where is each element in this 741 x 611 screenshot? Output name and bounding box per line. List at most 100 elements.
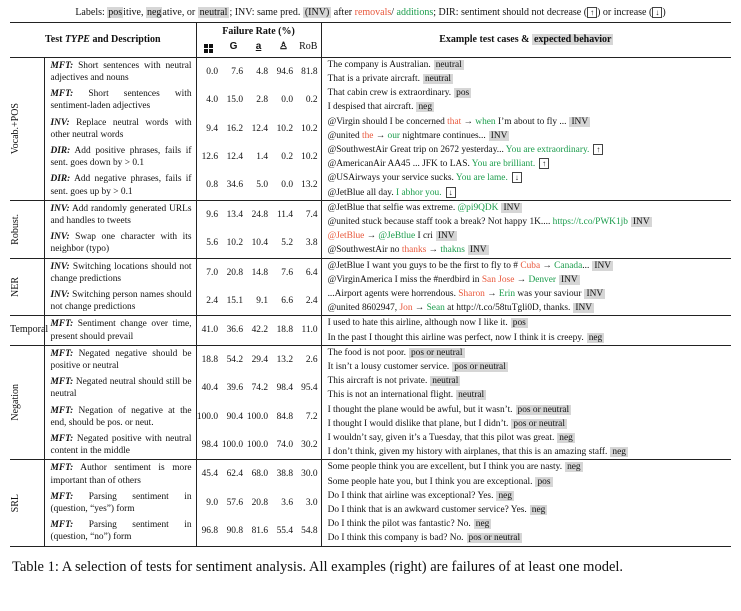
example-cell: ...Airport agents were horrendous. Sharo… xyxy=(320,286,732,316)
results-table: Test TYPE and Description Failure Rate (… xyxy=(10,22,732,547)
section-name: Temporal xyxy=(10,324,49,336)
example-cell: The company is Australian. neutral That is… xyxy=(320,56,732,87)
example-text: I don’t think, given my history with air… xyxy=(327,447,608,458)
test-type: MFT: xyxy=(50,89,74,100)
failure-rate-cell: 42.2 xyxy=(246,315,272,346)
example-text: It isn’t a lousy customer service. xyxy=(327,361,450,372)
test-type: DIR: xyxy=(50,174,71,185)
failure-rate-cell: 100.0 xyxy=(246,440,269,451)
example-cell: @JetBlue that selfie was extreme. @pi9QD… xyxy=(320,199,732,230)
example-line: @JetBlue that selfie was extreme. @pi9QD… xyxy=(328,201,732,215)
failure-rate-cell: 9.1 xyxy=(256,296,269,307)
table-row: INV: Swap one character with its neighbo… xyxy=(10,229,732,259)
expected-label: pos or neutral xyxy=(408,347,465,358)
test-description: DIR: Add positive phrases, fails if sent… xyxy=(44,142,197,172)
addition-text: Denver xyxy=(528,274,557,285)
table-row: Temporal MFT: Sentiment change over time,… xyxy=(10,315,732,346)
example-text: Do I think the pilot was fantastic? No. xyxy=(327,519,471,530)
addition-text: You are lame. xyxy=(455,173,508,184)
failure-rate-cell: 13.4 xyxy=(221,199,247,230)
failure-rate-cell: 14.8 xyxy=(246,257,272,287)
test-description: MFT: Author sentiment is more important … xyxy=(44,459,197,489)
expected-label: INV xyxy=(435,231,457,242)
failure-rate-cell: 98.4 xyxy=(276,383,294,394)
example-text: → xyxy=(540,260,555,271)
table-row: SRL MFT: Author sentiment is more importa… xyxy=(10,459,732,547)
expected-label: neg xyxy=(565,462,583,473)
failure-rate-cell: 4.8 xyxy=(246,56,272,87)
table-row: MFT: Negated neutral should still be neu… xyxy=(10,374,732,403)
failure-rate-cell: 10.2 xyxy=(301,123,318,134)
section-name: NER xyxy=(10,276,21,297)
example-text: I thought the plane would be awful, but … xyxy=(327,404,513,415)
table-row: MFT: Negation of negative at the end, sh… xyxy=(10,402,732,431)
model-bert: ♙ xyxy=(271,38,297,58)
windows-icon xyxy=(203,43,215,55)
example-line: Do I think that is an awkward customer s… xyxy=(328,503,732,517)
table-caption: Table 1: A selection of tests for sentim… xyxy=(12,558,624,575)
section-name: Robust. xyxy=(10,213,21,245)
example-cell: The food is not poor. pos or neutral It is… xyxy=(320,344,732,375)
failure-rate-cell: 0.2 xyxy=(305,95,318,106)
example-text: ... xyxy=(582,260,590,271)
example-text: @Virgin should I be concerned xyxy=(327,116,448,127)
failure-rate-cell: 6.6 xyxy=(281,296,294,307)
example-text: @JetBlue I want you guys to be the first… xyxy=(327,260,521,271)
failure-rate-cell: 2.4 xyxy=(305,296,318,307)
example-text: Do I think that is an awkward customer s… xyxy=(327,505,527,515)
expected-label: INV xyxy=(584,288,606,299)
test-description: MFT: Short sentences with sentiment-lade… xyxy=(44,86,197,115)
expected-label: neg xyxy=(416,102,435,113)
failure-rate-cell: 81.6 xyxy=(251,526,269,537)
example-text: nightmare continues... xyxy=(400,130,486,141)
failure-rate-cell: 11.4 xyxy=(271,199,297,230)
test-type: MFT: xyxy=(50,491,74,502)
section-label: Robust. xyxy=(10,199,45,259)
test-type: MFT: xyxy=(50,60,74,71)
example-text: @JetBlue all day. xyxy=(327,187,397,198)
failure-rate-cell: 7.6 xyxy=(221,56,247,87)
example-text: ...Airport agents were horrendous. xyxy=(327,288,459,299)
example-text: → xyxy=(514,274,529,285)
example-line: Do I think this company is bad? No. pos o… xyxy=(328,531,732,545)
expected-label: neg xyxy=(610,447,628,458)
failure-rate-cell: 18.8 xyxy=(196,344,222,375)
section-label: NER xyxy=(10,257,45,316)
table-row: Robust. INV: Add randomly generated URLs … xyxy=(10,199,732,259)
example-text: I wouldn’t say, given it’s a Tuesday, th… xyxy=(327,432,555,443)
section-label: Temporal xyxy=(10,315,49,346)
arrow-up-icon: ↑ xyxy=(539,158,550,170)
example-line: @JetBlue → @JeBtlue I cri INV xyxy=(328,229,732,243)
expected-label: pos xyxy=(510,318,528,329)
section-label: Vocab.+POS xyxy=(10,56,45,201)
failure-rate-cell: 9.0 xyxy=(206,497,219,508)
test-type: MFT: xyxy=(50,463,74,474)
table-row: INV: Replace neutral words with other ne… xyxy=(10,114,732,143)
example-line: I don’t think, given my history with air… xyxy=(328,445,732,459)
failure-rate-cell: 11.0 xyxy=(296,315,322,346)
failure-rate-cell: 100.0 xyxy=(221,440,244,451)
test-desc-text: Add randomly generated URLs and handles … xyxy=(50,203,192,226)
test-desc-text: Short sentences with sentiment-laden adj… xyxy=(50,89,192,112)
section-label: SRL xyxy=(10,459,45,547)
failure-rate-cell: 12.6 xyxy=(201,152,219,163)
failure-rate-cell: 5.0 xyxy=(256,180,269,191)
example-line: @SouthwestAir no thanks → thakns INV xyxy=(328,243,732,257)
example-text: This aircraft is not private. xyxy=(327,376,428,387)
example-text: In the past I thought this airline was p… xyxy=(327,332,584,343)
failure-rate-cell: 10.2 xyxy=(276,123,294,134)
example-text: The food is not poor. xyxy=(327,347,406,358)
addition-text: when xyxy=(475,116,496,127)
failure-rate-cell: 2.8 xyxy=(256,95,269,106)
test-type: INV: xyxy=(50,232,70,243)
removal-text: the xyxy=(362,130,374,141)
example-text: That cabin crew is extraordinary. xyxy=(327,88,452,99)
test-desc-text: Negated negative should be positive or n… xyxy=(50,348,192,371)
example-text: I cri xyxy=(415,231,433,242)
example-text: → xyxy=(412,303,427,314)
example-text: Do I think this company is bad? No. xyxy=(327,533,464,544)
example-line: Do I think the pilot was fantastic? No. n… xyxy=(328,517,732,531)
failure-rate-cell: 7.4 xyxy=(296,199,322,230)
header-test: Test TYPE and Description xyxy=(10,22,197,58)
